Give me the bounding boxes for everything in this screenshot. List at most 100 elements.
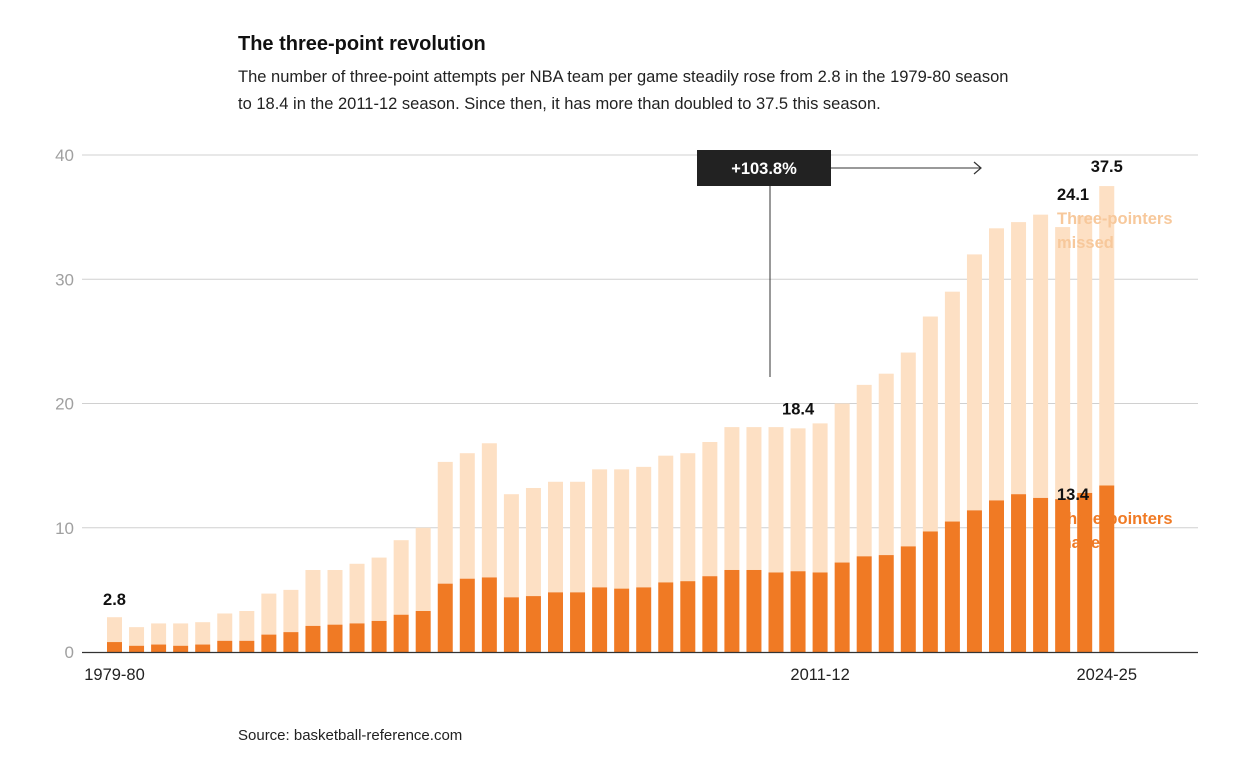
bar-missed: [1099, 186, 1115, 486]
chart-title: The three-point revolution: [238, 33, 486, 55]
bar-missed: [239, 610, 255, 641]
y-tick-label: 40: [55, 146, 74, 165]
bar-made: [107, 642, 122, 652]
bar-made: [283, 632, 299, 652]
bar-made: [415, 610, 431, 652]
bar-missed: [129, 627, 145, 646]
bar-missed: [944, 291, 960, 522]
bar-made: [548, 592, 563, 652]
label-layer: 0 10 20 30 40 1979-80 2011-12 2024-25 2.8 18.4 37.…: [55, 146, 1172, 684]
mid-total-label: 18.4: [782, 400, 815, 418]
bar-made: [636, 587, 652, 652]
bar-missed: [481, 443, 497, 578]
bar-made: [856, 556, 872, 652]
bar-made: [614, 588, 630, 652]
y-tick-label: 20: [55, 395, 74, 414]
bar-missed: [768, 427, 784, 573]
bar-missed: [922, 316, 938, 532]
bar-missed: [680, 453, 696, 582]
bar-made: [261, 634, 277, 652]
bar-made: [437, 583, 453, 652]
bar-missed: [305, 569, 321, 626]
bar-missed: [525, 487, 541, 597]
missed-series-label-line: missed: [1057, 234, 1114, 252]
bar-made: [724, 569, 740, 652]
bar-made: [195, 644, 211, 652]
bar-missed: [570, 481, 586, 593]
bar-made: [371, 620, 387, 652]
bar-made: [173, 645, 189, 652]
bar-missed: [878, 373, 894, 556]
bar-layer: [107, 186, 1115, 652]
end-total-label: 37.5: [1091, 158, 1123, 176]
bar-missed: [856, 384, 872, 557]
bar-made: [217, 640, 233, 652]
bar-missed: [107, 617, 122, 643]
bar-made: [459, 578, 475, 652]
arrow-head-icon: [973, 161, 982, 175]
bar-missed: [1055, 227, 1071, 500]
bar-missed: [636, 466, 652, 588]
bar-missed: [503, 494, 519, 598]
bar-missed: [393, 540, 409, 615]
bar-made: [305, 625, 321, 652]
made-series-label-line: Three-pointers: [1057, 510, 1173, 528]
made-series-label: Three-pointers made: [1057, 510, 1173, 552]
bar-made: [1077, 492, 1093, 652]
bar-missed: [195, 622, 211, 645]
bar-made: [966, 510, 982, 652]
bar-missed: [966, 254, 982, 511]
x-tick-label: 2024-25: [1076, 666, 1137, 684]
bar-missed: [989, 228, 1004, 501]
bar-made: [525, 596, 541, 652]
y-tick-label: 0: [65, 643, 74, 662]
bar-missed: [746, 427, 762, 570]
bar-made: [1055, 499, 1071, 652]
bar-made: [878, 555, 894, 652]
bar-made: [922, 531, 938, 652]
bar-made: [834, 562, 850, 652]
end-missed-value: 24.1: [1057, 186, 1089, 204]
bar-missed: [437, 461, 453, 584]
bar-made: [944, 521, 960, 652]
bar-missed: [658, 455, 674, 583]
source-note: Source: basketball-reference.com: [238, 727, 463, 744]
bar-made: [790, 571, 806, 652]
bar-missed: [790, 428, 806, 572]
bar-missed: [724, 427, 740, 570]
bar-made: [393, 614, 409, 652]
bar-made: [746, 569, 762, 652]
bar-missed: [349, 563, 365, 624]
bar-missed: [548, 481, 563, 593]
bar-made: [1011, 494, 1027, 652]
made-series-label-line: made: [1057, 534, 1100, 552]
start-total-label: 2.8: [103, 591, 126, 609]
bar-missed: [834, 403, 850, 563]
bar-missed: [261, 593, 277, 635]
bar-made: [129, 645, 145, 652]
y-tick-label: 30: [55, 270, 74, 289]
bar-missed: [173, 623, 189, 646]
bar-missed: [1033, 214, 1049, 498]
bar-made: [658, 582, 674, 652]
bar-missed: [1011, 222, 1027, 495]
bar-made: [680, 581, 696, 652]
bar-made: [1099, 485, 1115, 652]
change-badge-text: +103.8%: [731, 160, 797, 178]
bar-missed: [592, 469, 608, 588]
bar-made: [768, 572, 784, 652]
end-made-value: 13.4: [1057, 486, 1090, 504]
bar-missed: [702, 442, 718, 577]
bar-made: [327, 624, 343, 652]
bar-made: [503, 597, 519, 652]
y-tick-label: 10: [55, 519, 74, 538]
bar-missed: [900, 352, 916, 547]
chart-subtitle: The number of three-point attempts per N…: [238, 68, 1009, 113]
bar-made: [570, 592, 586, 652]
bar-missed: [283, 589, 299, 633]
bar-made: [481, 577, 497, 652]
missed-series-label: Three-pointers missed: [1057, 210, 1173, 252]
bar-missed: [151, 623, 167, 645]
bar-made: [900, 546, 916, 652]
bar-made: [1033, 497, 1049, 652]
